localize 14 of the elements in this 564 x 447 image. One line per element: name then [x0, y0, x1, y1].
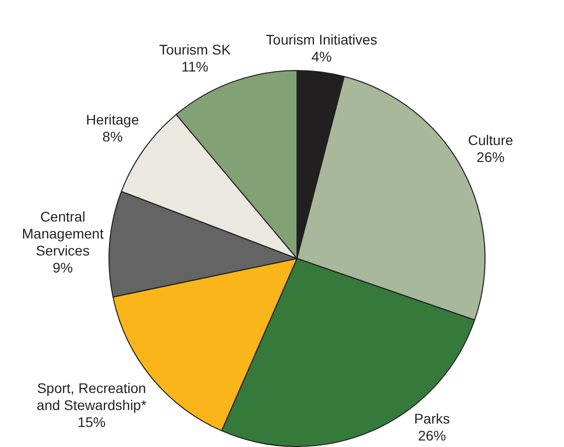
data-label: 26%: [476, 149, 505, 166]
slice-label: Heritage: [86, 111, 140, 128]
slice-label: Sport, Recreation and Stewardship*: [36, 380, 147, 414]
data-label: 26%: [418, 427, 446, 444]
data-label: 4%: [311, 48, 332, 64]
data-label: 9%: [52, 259, 73, 276]
data-label: 11%: [181, 58, 208, 75]
data-label: 8%: [102, 128, 123, 144]
slice-label: Tourism SK: [159, 42, 232, 58]
slice-label: Culture: [468, 132, 514, 148]
data-label: 15%: [78, 414, 106, 430]
slice-label: Parks: [414, 410, 450, 426]
slice-label: Tourism Initiatives: [266, 31, 378, 48]
slice-label: Central Management Services: [22, 208, 104, 258]
